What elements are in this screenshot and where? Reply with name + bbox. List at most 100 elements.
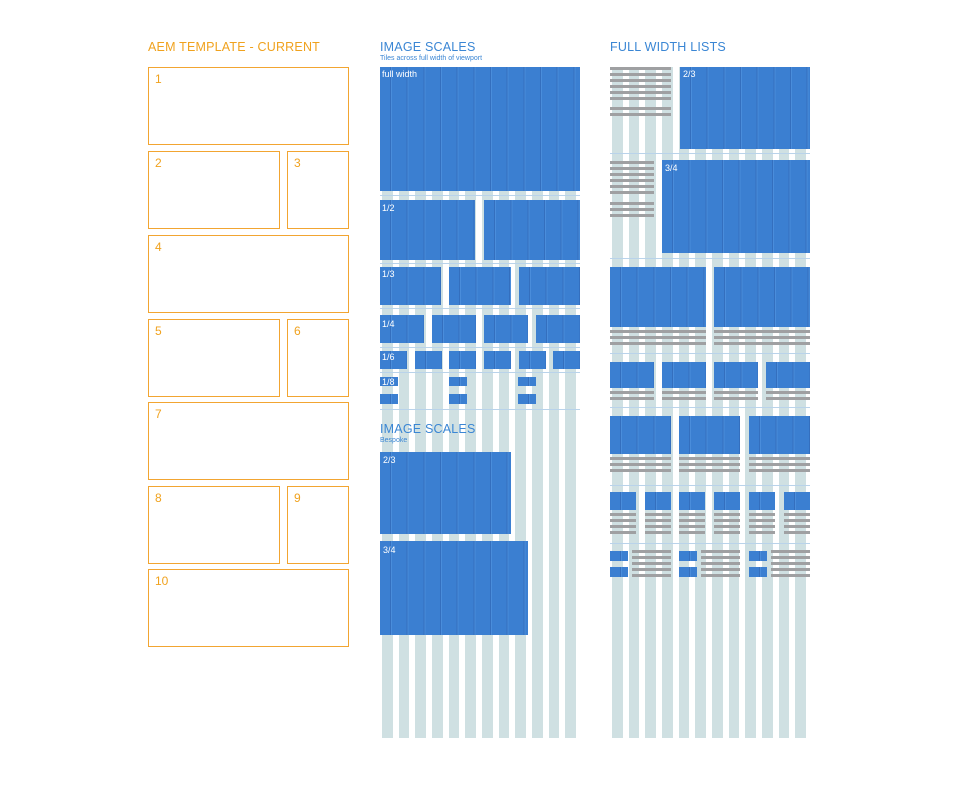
list-line <box>714 531 740 534</box>
list-label-two-thirds: 2/3 <box>683 69 696 79</box>
grid-column <box>662 67 673 738</box>
list-line <box>784 519 810 522</box>
scale-label-quarter: 1/4 <box>382 319 395 329</box>
grid-column <box>678 67 690 738</box>
list-line <box>749 513 775 516</box>
image-block <box>519 267 580 305</box>
image-block <box>484 351 511 369</box>
list-line <box>784 525 810 528</box>
image-block <box>449 267 511 305</box>
image-block <box>432 315 476 343</box>
list-line <box>749 525 775 528</box>
list-line <box>610 531 636 534</box>
list-line <box>610 79 671 82</box>
grid-column <box>565 67 576 738</box>
box-number: 3 <box>294 156 301 170</box>
grid-column <box>498 67 510 738</box>
image-scales-title: IMAGE SCALES <box>380 40 476 54</box>
box-number: 6 <box>294 324 301 338</box>
bespoke-title: IMAGE SCALES <box>380 422 476 436</box>
list-line <box>632 568 671 571</box>
image-block <box>679 567 697 577</box>
list-line <box>610 336 706 339</box>
template-box-10: 10 <box>148 569 349 647</box>
template-box-1: 1 <box>148 67 349 145</box>
list-line <box>610 391 654 394</box>
template-box-7: 7 <box>148 402 349 480</box>
image-block <box>610 362 654 388</box>
list-line <box>610 191 654 194</box>
list-line <box>610 167 654 170</box>
image-block <box>610 267 706 327</box>
image-block <box>518 394 536 404</box>
bespoke-label-three-quarters: 3/4 <box>383 545 396 555</box>
image-block <box>553 351 580 369</box>
list-line <box>679 525 705 528</box>
image-block <box>680 67 810 149</box>
image-block <box>749 492 775 510</box>
list-line <box>771 550 810 553</box>
list-line <box>714 342 810 345</box>
image-block <box>714 492 740 510</box>
list-line <box>749 457 810 460</box>
box-number: 4 <box>155 240 162 254</box>
list-line <box>610 179 654 182</box>
image-block <box>484 315 528 343</box>
image-block <box>714 267 810 327</box>
list-line <box>610 469 671 472</box>
row-separator <box>610 353 810 354</box>
image-block <box>380 394 398 404</box>
grid-column <box>795 67 806 738</box>
image-block <box>484 200 580 260</box>
grid-column <box>532 67 543 738</box>
list-line <box>610 113 671 116</box>
grid-column <box>728 67 740 738</box>
row-separator <box>380 372 580 373</box>
image-block <box>679 492 705 510</box>
image-block <box>414 351 442 369</box>
scale-label-eighth: 1/8 <box>382 377 395 387</box>
list-line <box>679 531 705 534</box>
template-box-5: 5 <box>148 319 280 397</box>
list-line <box>662 391 706 394</box>
grid-column <box>612 67 623 738</box>
bespoke-subtitle: Bespoke <box>380 437 408 444</box>
list-line <box>632 562 671 565</box>
image-block <box>679 551 697 561</box>
image-block <box>749 551 767 561</box>
image-block <box>536 315 580 343</box>
grid-column <box>432 67 443 738</box>
list-line <box>610 214 654 217</box>
image-block <box>380 200 475 260</box>
list-line <box>610 397 654 400</box>
list-line <box>645 525 671 528</box>
image-block <box>518 351 546 369</box>
image-block <box>749 416 810 454</box>
list-line <box>632 556 671 559</box>
row-separator <box>610 485 810 486</box>
list-line <box>749 463 810 466</box>
image-scales-grid: full width 1/2 1/3 1/4 1/6 1/8 IMAGE SCA… <box>380 67 580 738</box>
row-separator <box>610 543 810 544</box>
image-block <box>380 67 580 191</box>
aem-template-title: AEM TEMPLATE - CURRENT <box>148 40 321 54</box>
list-line <box>784 531 810 534</box>
image-block <box>518 377 536 386</box>
list-line <box>771 562 810 565</box>
list-line <box>784 513 810 516</box>
image-block <box>380 377 398 386</box>
grid-column <box>745 67 756 738</box>
image-block <box>610 492 636 510</box>
list-line <box>662 397 706 400</box>
row-separator <box>380 308 580 309</box>
image-block <box>610 416 671 454</box>
scale-label-full-width: full width <box>382 69 418 79</box>
template-box-6: 6 <box>287 319 349 397</box>
image-block <box>662 160 810 253</box>
list-line <box>610 457 671 460</box>
list-line <box>645 531 671 534</box>
list-line <box>610 91 671 94</box>
list-line <box>645 519 671 522</box>
image-block <box>662 362 706 388</box>
list-line <box>766 397 810 400</box>
